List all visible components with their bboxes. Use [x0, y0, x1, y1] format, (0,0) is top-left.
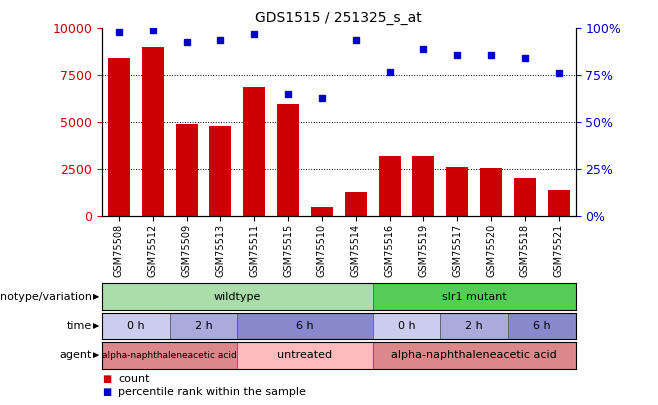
Bar — [372, 313, 440, 339]
Text: genotype/variation: genotype/variation — [0, 292, 92, 302]
Bar — [548, 190, 570, 216]
Text: percentile rank within the sample: percentile rank within the sample — [118, 387, 307, 397]
Bar — [176, 124, 197, 216]
Bar — [238, 342, 372, 369]
Text: 6 h: 6 h — [533, 321, 551, 331]
Text: 0 h: 0 h — [127, 321, 145, 331]
Bar — [311, 207, 333, 216]
Bar — [102, 313, 170, 339]
Text: ■: ■ — [102, 387, 111, 397]
Bar — [102, 342, 238, 369]
Text: alpha-naphthaleneacetic acid: alpha-naphthaleneacetic acid — [102, 351, 237, 360]
Bar — [108, 58, 130, 216]
Text: count: count — [118, 374, 150, 384]
Bar — [141, 47, 164, 216]
Text: agent: agent — [60, 350, 92, 360]
Bar — [440, 313, 508, 339]
Title: GDS1515 / 251325_s_at: GDS1515 / 251325_s_at — [255, 11, 422, 25]
Bar — [480, 168, 502, 216]
Bar — [170, 313, 238, 339]
Text: alpha-naphthaleneacetic acid: alpha-naphthaleneacetic acid — [392, 350, 557, 360]
Bar — [508, 313, 576, 339]
Text: slr1 mutant: slr1 mutant — [442, 292, 507, 302]
Bar — [243, 87, 265, 216]
Text: 0 h: 0 h — [397, 321, 415, 331]
Bar — [345, 192, 367, 216]
Text: wildtype: wildtype — [214, 292, 261, 302]
Bar — [277, 104, 299, 216]
Bar — [372, 342, 576, 369]
Bar — [413, 156, 434, 216]
Text: untreated: untreated — [278, 350, 332, 360]
Bar — [238, 313, 372, 339]
Text: 2 h: 2 h — [465, 321, 483, 331]
Bar — [209, 126, 232, 216]
Bar — [378, 156, 401, 216]
Bar — [102, 284, 372, 310]
Bar — [372, 284, 576, 310]
Text: 6 h: 6 h — [296, 321, 314, 331]
Text: time: time — [67, 321, 92, 331]
Text: 2 h: 2 h — [195, 321, 213, 331]
Bar — [514, 178, 536, 216]
Text: ■: ■ — [102, 374, 111, 384]
Bar — [446, 167, 468, 216]
